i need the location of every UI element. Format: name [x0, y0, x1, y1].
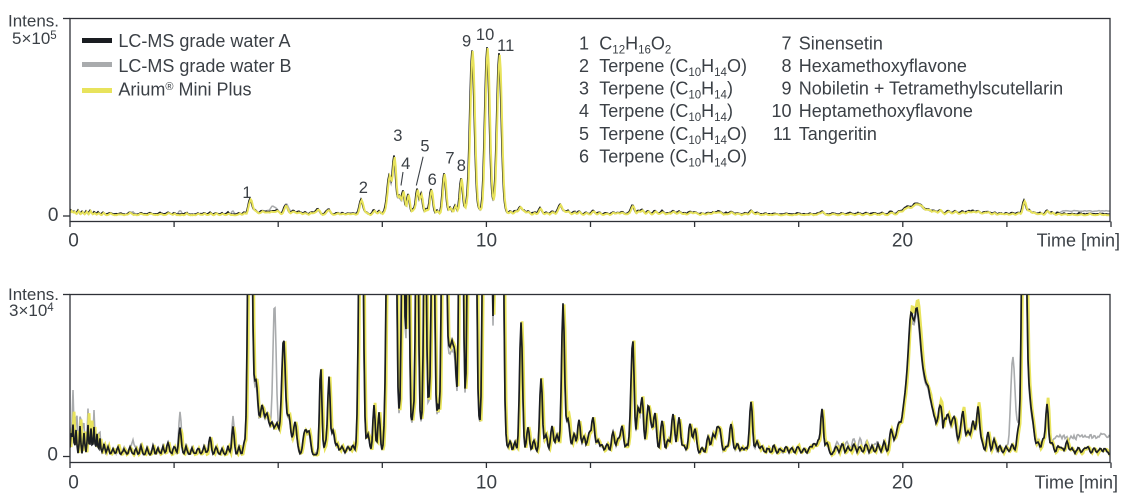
svg-text:Time [min]: Time [min]	[1037, 231, 1120, 251]
svg-text:Terpene (C10​H14​): Terpene (C10​H14​)	[599, 101, 733, 124]
svg-text:2: 2	[359, 179, 368, 197]
svg-text:Sinensetin: Sinensetin	[799, 33, 883, 53]
svg-text:LC-MS grade water A: LC-MS grade water A	[118, 31, 290, 51]
svg-text:Time [min]: Time [min]	[1035, 473, 1118, 493]
svg-text:10: 10	[771, 101, 791, 121]
svg-text:8: 8	[457, 157, 466, 175]
svg-text:10: 10	[476, 231, 497, 252]
svg-text:0: 0	[68, 473, 79, 494]
svg-text:Terpene (C10​H14​O): Terpene (C10​H14​O)	[599, 56, 747, 79]
svg-text:3×104: 3×104	[9, 301, 54, 320]
svg-text:4: 4	[401, 155, 410, 173]
svg-text:10: 10	[476, 26, 494, 44]
svg-text:Intens.: Intens.	[8, 285, 59, 304]
svg-text:8: 8	[781, 56, 791, 76]
svg-text:7: 7	[445, 150, 454, 168]
svg-text:10: 10	[476, 473, 497, 494]
svg-text:1: 1	[579, 33, 589, 53]
svg-text:11: 11	[497, 37, 514, 55]
svg-text:Arium®​ Mini Plus: Arium®​ Mini Plus	[118, 80, 251, 100]
svg-text:Nobiletin + Tetramethylscutell: Nobiletin + Tetramethylscutellarin	[799, 79, 1063, 99]
svg-text:Terpene (C10​H14​O): Terpene (C10​H14​O)	[599, 147, 747, 170]
svg-text:9: 9	[781, 79, 791, 99]
svg-text:Terpene (C10​H14​): Terpene (C10​H14​)	[599, 79, 733, 102]
svg-text:Intens.: Intens.	[8, 12, 59, 31]
svg-text:3: 3	[579, 79, 589, 99]
svg-text:11: 11	[773, 124, 792, 144]
svg-text:5: 5	[579, 124, 589, 144]
svg-text:7: 7	[781, 33, 791, 53]
svg-text:Heptamethoxyflavone: Heptamethoxyflavone	[799, 101, 973, 121]
svg-text:20: 20	[892, 473, 913, 494]
svg-text:20: 20	[892, 231, 913, 252]
svg-text:1: 1	[242, 184, 251, 202]
svg-text:C12​H16​O2​: C12​H16​O2​	[599, 33, 671, 56]
svg-text:6: 6	[428, 171, 437, 189]
svg-text:0: 0	[48, 205, 59, 226]
svg-text:0: 0	[47, 445, 58, 466]
svg-text:5: 5	[420, 138, 429, 156]
svg-text:Hexamethoxyflavone: Hexamethoxyflavone	[799, 56, 967, 76]
svg-text:9: 9	[462, 33, 471, 51]
svg-text:6: 6	[579, 147, 589, 167]
svg-text:LC-MS grade water B: LC-MS grade water B	[118, 56, 291, 76]
svg-text:2: 2	[579, 56, 589, 76]
svg-text:5×105: 5×105	[12, 29, 57, 48]
svg-text:Terpene (C10​H14​O): Terpene (C10​H14​O)	[599, 124, 747, 147]
svg-text:4: 4	[579, 101, 589, 121]
svg-text:0: 0	[68, 231, 79, 252]
svg-text:Tangeritin: Tangeritin	[799, 124, 877, 144]
svg-text:3: 3	[393, 127, 402, 145]
